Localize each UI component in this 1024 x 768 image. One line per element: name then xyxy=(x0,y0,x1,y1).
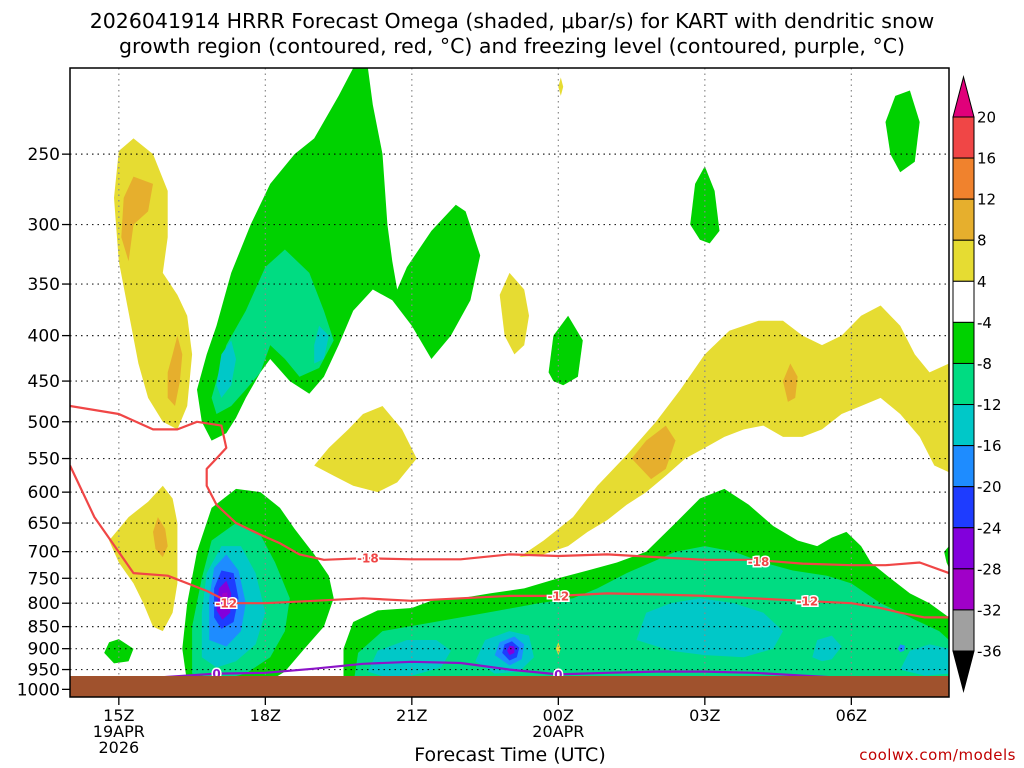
contour-freezing-level-0 xyxy=(70,660,949,685)
omega-region-descent-mid xyxy=(314,406,417,493)
contour-isotherm-minus-18 xyxy=(70,404,949,575)
y-tick-label-650: 650 xyxy=(28,514,60,534)
x-tick-label-18Z: 18Z xyxy=(250,706,281,725)
omega-region-ascent-lower-right-cyan-4 xyxy=(812,635,842,662)
x-axis-title: Forecast Time (UTC) xyxy=(414,744,606,766)
omega-region-descent-right-band-core-1 xyxy=(631,425,676,480)
x-tick-label-21Z: 21Z xyxy=(396,706,427,725)
contour-label-isotherm-minus-12-2: -12 xyxy=(797,594,819,608)
y-tick-label-250: 250 xyxy=(28,145,60,165)
x-tick-label-06Z: 06Z xyxy=(836,706,867,725)
omega-region-ascent-mid-green-1 xyxy=(548,315,583,386)
y-tick-label-750: 750 xyxy=(28,569,60,589)
y-tick-label-950: 950 xyxy=(28,661,60,681)
colorbar-bin-10 xyxy=(952,527,975,570)
colorbar-label-8: -16 xyxy=(977,437,1002,455)
y-tick-label-600: 600 xyxy=(28,483,60,503)
chart-title-line-1: 2026041914 HRRR Forecast Omega (shaded, … xyxy=(89,9,935,33)
colorbar-label-7: -12 xyxy=(977,396,1002,414)
colorbar-bin-6 xyxy=(952,362,975,406)
y-tick-label-350: 350 xyxy=(28,275,60,295)
colorbar-bin-11 xyxy=(952,568,975,611)
colorbar-label-12: -32 xyxy=(977,601,1002,619)
x-tick-label-00Z: 00Z xyxy=(543,706,574,725)
colorbar-bin-7 xyxy=(952,404,975,447)
omega-region-ascent-lower-right-cyan-1 xyxy=(367,640,451,678)
plot-frame xyxy=(69,67,950,698)
credit-link[interactable]: coolwx.com/models xyxy=(859,746,1016,764)
colorbar: 20 16 12 8 4 -4 -8 -12 -16 -20 -24 -28 -32 -36 xyxy=(952,75,1002,693)
colorbar-label-13: -36 xyxy=(977,643,1002,661)
x-tick-label-15Z: 15Z xyxy=(103,706,134,725)
x-tick-sublabel-00Z-0: 20APR xyxy=(532,722,584,741)
y-tick-label-550: 550 xyxy=(28,450,60,470)
contour-label-isotherm-minus-18-0: -18 xyxy=(357,552,379,566)
omega-region-descent-lower-left-core xyxy=(153,517,168,558)
colorbar-label-5: -4 xyxy=(977,314,992,332)
y-tick-label-900: 900 xyxy=(28,640,60,660)
axes-layer: 2503003504004505005506006507007508008509… xyxy=(17,67,950,757)
colorbar-label-6: -8 xyxy=(977,355,992,373)
omega-region-descent-left-tall-core-1 xyxy=(121,176,153,262)
plot-area: -12 -12 -12 -18 -18 0 0 xyxy=(70,68,949,697)
colorbar-label-4: 4 xyxy=(977,273,987,291)
colorbar-bottom-arrow xyxy=(952,650,975,693)
omega-region-ascent-lower-right-cyan-3 xyxy=(636,598,783,658)
colorbar-label-3: 8 xyxy=(977,232,987,250)
omega-region-descent-right-band-core-2 xyxy=(783,363,798,402)
contour-label-isotherm-minus-18-1: -18 xyxy=(748,555,770,569)
colorbar-bin-8 xyxy=(952,445,975,488)
omega-region-ascent-lower-right-cyan-5 xyxy=(900,644,949,676)
omega-region-ascent-upper-left-core xyxy=(211,249,334,414)
chart-title-line-2: growth region (contoured, red, °C) and f… xyxy=(118,34,906,58)
y-tick-label-800: 800 xyxy=(28,594,60,614)
omega-region-ascent-mid-green-3 xyxy=(885,90,920,173)
contour-isotherm-minus-12 xyxy=(70,465,949,619)
colorbar-label-2: 12 xyxy=(977,191,996,209)
omega-region-descent-small-white xyxy=(555,642,561,656)
omega-region-descent-small-top xyxy=(558,77,564,96)
omega-region-descent-small-mid xyxy=(499,272,529,355)
omega-region-ascent-lower-left-violet xyxy=(220,592,229,611)
colorbar-label-10: -24 xyxy=(977,519,1002,537)
x-tick-label-03Z: 03Z xyxy=(689,706,720,725)
y-tick-label-850: 850 xyxy=(28,618,60,638)
omega-region-descent-right-band xyxy=(519,305,949,558)
x-tick-sublabel-15Z-0: 19APR xyxy=(93,722,145,741)
colorbar-label-9: -20 xyxy=(977,478,1002,496)
colorbar-top-arrow xyxy=(952,75,975,118)
colorbar-label-0: 20 xyxy=(977,109,996,127)
colorbar-bin-0 xyxy=(952,116,975,159)
contour-label-freezing-level-0-0: 0 xyxy=(212,667,220,681)
colorbar-bin-9 xyxy=(952,486,975,529)
y-tick-label-400: 400 xyxy=(28,327,60,347)
colorbar-bin-3 xyxy=(952,239,975,282)
colorbar-bin-1 xyxy=(952,157,975,200)
ground-layer xyxy=(70,676,949,697)
colorbar-bin-4 xyxy=(952,280,975,323)
colorbar-label-1: 16 xyxy=(977,150,996,168)
colorbar-bin-12 xyxy=(952,609,975,652)
contour-label-isotherm-minus-12-0: -12 xyxy=(215,597,237,611)
contour-label-isotherm-minus-12-1: -12 xyxy=(547,589,569,603)
y-tick-label-450: 450 xyxy=(28,372,60,392)
omega-region-ascent-upper-left-cyan xyxy=(216,340,236,398)
colorbar-bin-5 xyxy=(952,321,975,364)
x-tick-sublabel-15Z-1: 2026 xyxy=(98,738,139,757)
omega-region-descent-left-tall-core-2 xyxy=(167,335,183,406)
y-tick-label-300: 300 xyxy=(28,216,60,236)
y-tick-label-1000: 1000 xyxy=(17,680,60,700)
omega-region-ascent-lower-right-purple xyxy=(507,645,515,656)
colorbar-bin-2 xyxy=(952,198,975,241)
colorbar-label-11: -28 xyxy=(977,560,1002,578)
y-tick-label-700: 700 xyxy=(28,543,60,563)
y-tick-label-500: 500 xyxy=(28,413,60,433)
contour-label-freezing-level-0-1: 0 xyxy=(554,668,562,682)
